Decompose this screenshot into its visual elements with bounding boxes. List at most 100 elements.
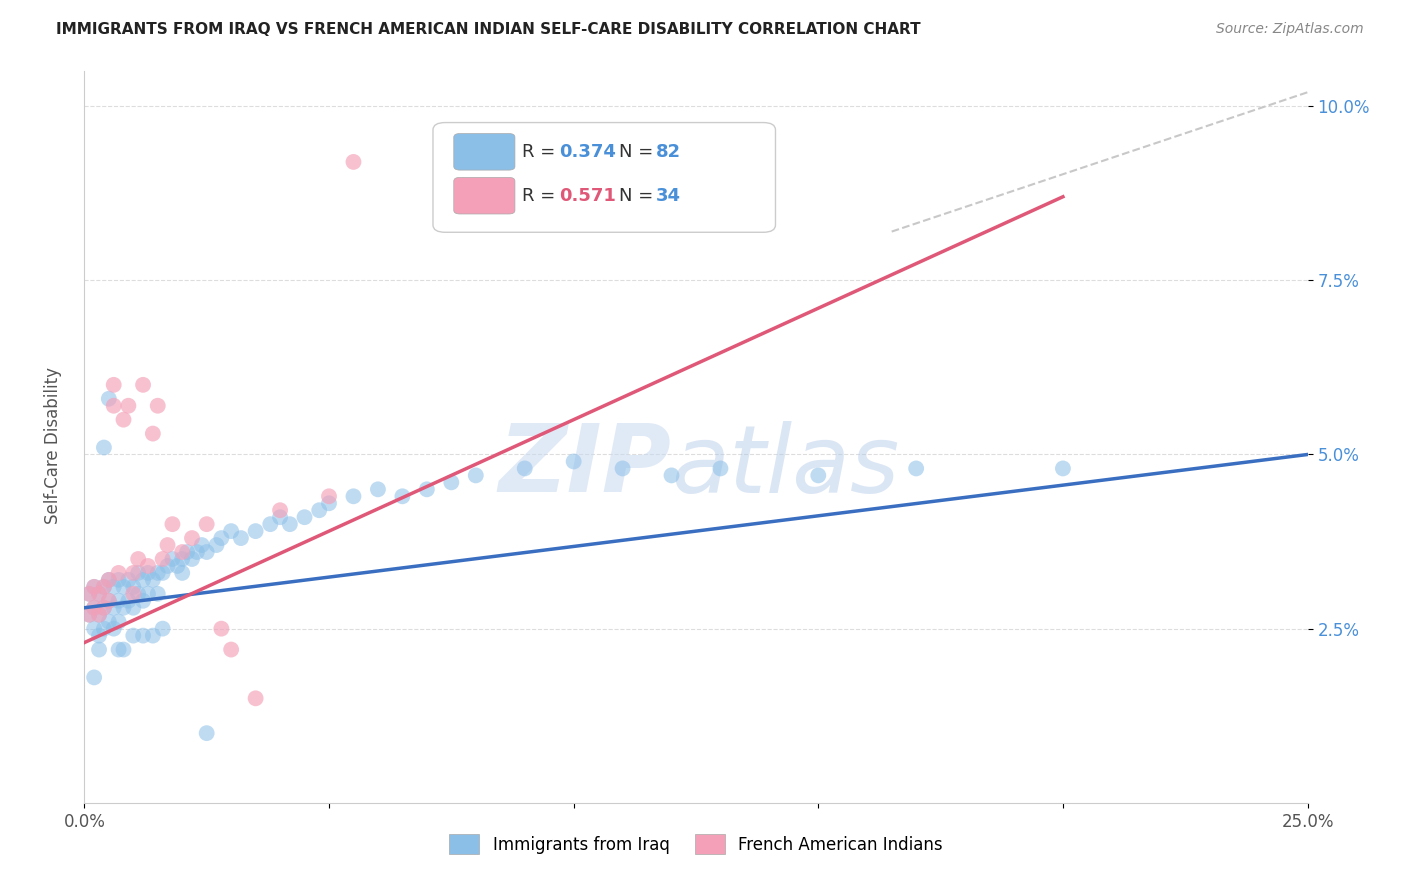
Point: [112, 412, 135, 426]
Point: [107, 573, 129, 587]
Point: [87, 607, 110, 622]
Point: [83, 670, 105, 684]
Point: [152, 622, 174, 636]
Point: [318, 489, 340, 503]
Point: [205, 538, 228, 552]
Point: [209, 622, 232, 636]
Point: [612, 461, 634, 475]
Legend: Immigrants from Iraq, French American Indians: Immigrants from Iraq, French American In…: [443, 828, 949, 860]
Point: [464, 468, 486, 483]
Point: [259, 517, 281, 532]
Point: [136, 558, 159, 573]
Point: [416, 483, 439, 497]
Point: [93, 441, 115, 455]
Point: [112, 580, 135, 594]
Point: [807, 468, 830, 483]
Point: [191, 538, 214, 552]
Point: [103, 399, 125, 413]
Point: [146, 587, 169, 601]
Point: [117, 594, 139, 608]
Point: [87, 607, 110, 622]
Point: [107, 642, 129, 657]
Point: [181, 531, 204, 545]
Point: [562, 454, 585, 468]
Point: [142, 629, 165, 643]
FancyBboxPatch shape: [454, 134, 515, 170]
Point: [132, 573, 155, 587]
Point: [97, 594, 120, 608]
Point: [103, 580, 125, 594]
Point: [146, 566, 169, 580]
Point: [97, 573, 120, 587]
Point: [156, 538, 179, 552]
Point: [152, 552, 174, 566]
Point: [219, 524, 242, 538]
Point: [132, 629, 155, 643]
Point: [122, 580, 145, 594]
Point: [77, 587, 100, 601]
Point: [122, 587, 145, 601]
Text: IMMIGRANTS FROM IRAQ VS FRENCH AMERICAN INDIAN SELF-CARE DISABILITY CORRELATION : IMMIGRANTS FROM IRAQ VS FRENCH AMERICAN …: [56, 22, 921, 37]
Point: [176, 545, 198, 559]
Point: [93, 580, 115, 594]
Point: [77, 607, 100, 622]
Point: [172, 545, 194, 559]
Text: N =: N =: [619, 143, 659, 161]
Point: [103, 622, 125, 636]
Point: [146, 399, 169, 413]
Point: [195, 726, 218, 740]
Point: [342, 489, 364, 503]
Point: [661, 468, 683, 483]
Point: [142, 573, 165, 587]
Point: [172, 566, 194, 580]
Point: [440, 475, 463, 490]
Point: [391, 489, 413, 503]
Point: [93, 580, 115, 594]
Point: [342, 155, 364, 169]
Point: [132, 594, 155, 608]
Point: [136, 587, 159, 601]
Point: [513, 461, 536, 475]
Point: [245, 691, 267, 706]
Point: [87, 642, 110, 657]
Point: [127, 552, 149, 566]
Point: [367, 483, 389, 497]
Point: [83, 580, 105, 594]
Point: [83, 600, 105, 615]
Point: [107, 594, 129, 608]
Point: [245, 524, 267, 538]
Point: [166, 558, 188, 573]
Text: 82: 82: [655, 143, 681, 161]
Point: [122, 600, 145, 615]
Point: [269, 503, 291, 517]
Point: [93, 600, 115, 615]
Text: atlas: atlas: [672, 421, 900, 512]
FancyBboxPatch shape: [433, 122, 776, 232]
Text: Self-Care Disability: Self-Care Disability: [45, 368, 62, 524]
Point: [136, 566, 159, 580]
Text: Source: ZipAtlas.com: Source: ZipAtlas.com: [1216, 22, 1364, 37]
Point: [219, 642, 242, 657]
Point: [112, 600, 135, 615]
Text: R =: R =: [522, 143, 561, 161]
Point: [152, 566, 174, 580]
Text: ZIP: ZIP: [499, 420, 672, 512]
Point: [195, 517, 218, 532]
Point: [181, 552, 204, 566]
Point: [87, 587, 110, 601]
Point: [103, 377, 125, 392]
Point: [107, 566, 129, 580]
Point: [162, 517, 184, 532]
Point: [117, 573, 139, 587]
Point: [122, 629, 145, 643]
Point: [278, 517, 301, 532]
Point: [269, 510, 291, 524]
Point: [172, 552, 194, 566]
Point: [87, 587, 110, 601]
Point: [112, 642, 135, 657]
Text: 34: 34: [655, 186, 681, 204]
Point: [132, 377, 155, 392]
Point: [77, 587, 100, 601]
Point: [107, 615, 129, 629]
Point: [83, 600, 105, 615]
